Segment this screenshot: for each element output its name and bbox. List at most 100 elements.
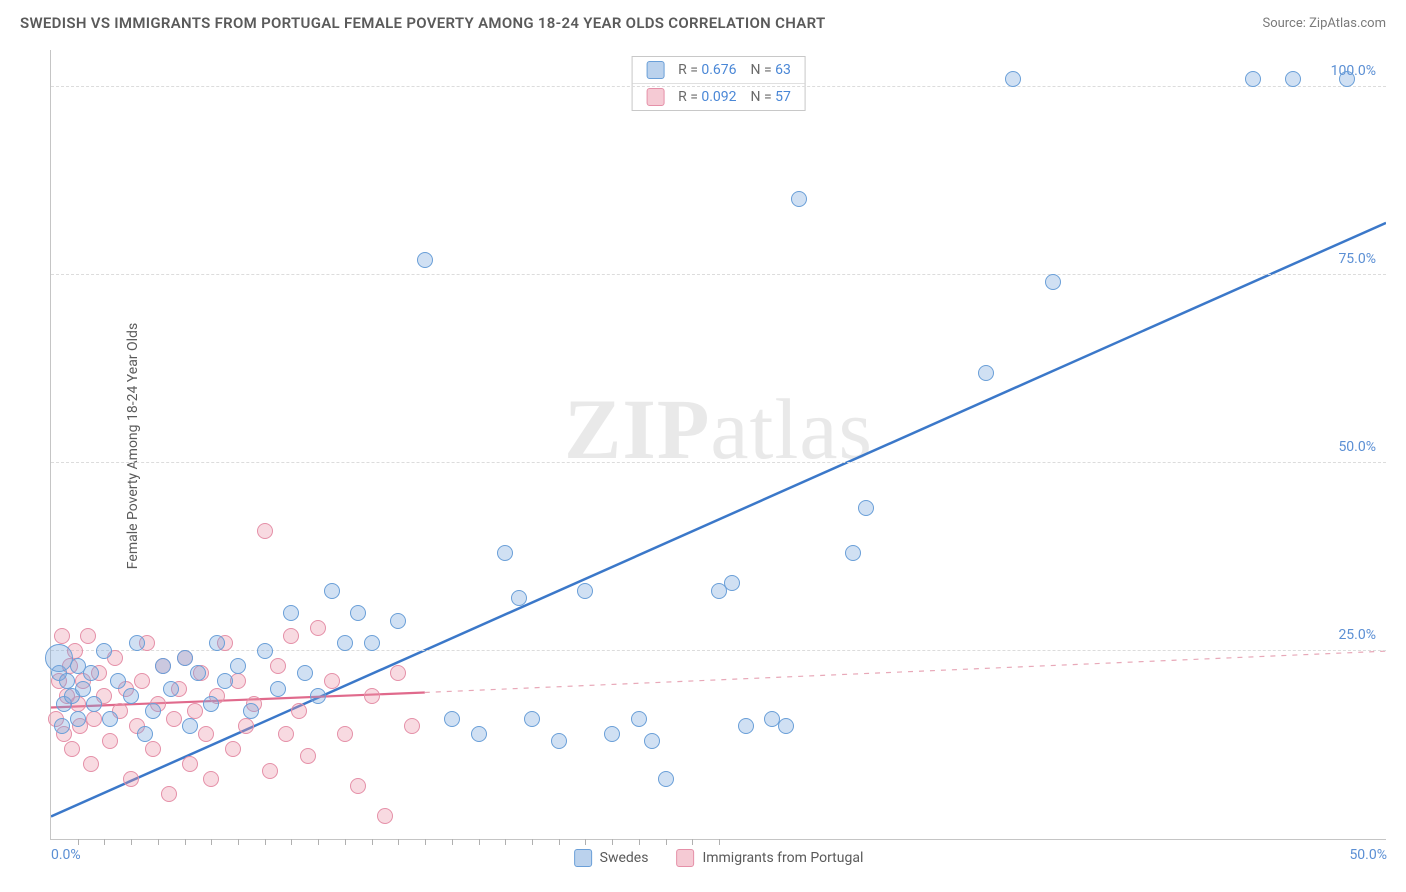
data-point-pink (225, 741, 241, 757)
scatter-chart: ZIPatlas R = 0.676 N = 63 R = 0.092 N = … (50, 50, 1386, 840)
data-point-blue (1245, 71, 1261, 87)
source-label: Source: ZipAtlas.com (1262, 16, 1386, 31)
x-tick (398, 839, 399, 845)
legend-label: Immigrants from Portugal (702, 850, 863, 866)
n-label: N = (751, 89, 776, 105)
correlation-legend: R = 0.676 N = 63 R = 0.092 N = 57 (631, 56, 806, 111)
x-tick (612, 839, 613, 845)
x-tick (318, 839, 319, 845)
swatch-pink-icon (676, 849, 694, 867)
data-point-blue (390, 613, 406, 629)
data-point-blue (155, 658, 171, 674)
data-point-blue (110, 673, 126, 689)
data-point-blue (86, 696, 102, 712)
data-point-blue (83, 665, 99, 681)
data-point-pink (166, 711, 182, 727)
x-tick (692, 839, 693, 845)
series-legend: SwedesImmigrants from Portugal (574, 849, 864, 867)
x-tick (185, 839, 186, 845)
data-point-blue (778, 718, 794, 734)
data-point-blue (417, 252, 433, 268)
data-point-pink (238, 718, 254, 734)
x-tick (345, 839, 346, 845)
data-point-pink (64, 741, 80, 757)
data-point-blue (364, 635, 380, 651)
x-tick (505, 839, 506, 845)
x-tick (265, 839, 266, 845)
data-point-blue (604, 726, 620, 742)
data-point-blue (791, 191, 807, 207)
data-point-pink (80, 628, 96, 644)
data-point-pink (203, 771, 219, 787)
swatch-pink-icon (646, 88, 664, 106)
data-point-pink (54, 628, 70, 644)
data-point-pink (310, 620, 326, 636)
r-value-portugal: 0.092 (701, 89, 736, 105)
data-point-blue (511, 590, 527, 606)
title-bar: SWEDISH VS IMMIGRANTS FROM PORTUGAL FEMA… (20, 14, 1386, 32)
data-point-blue (75, 681, 91, 697)
data-point-pink (324, 673, 340, 689)
data-point-blue (350, 605, 366, 621)
chart-title: SWEDISH VS IMMIGRANTS FROM PORTUGAL FEMA… (20, 14, 825, 32)
x-tick (452, 839, 453, 845)
data-point-blue (978, 365, 994, 381)
data-point-pink (300, 748, 316, 764)
x-tick (532, 839, 533, 845)
data-point-blue (203, 696, 219, 712)
data-point-blue (631, 711, 647, 727)
data-point-blue (102, 711, 118, 727)
data-point-blue (217, 673, 233, 689)
data-point-pink (337, 726, 353, 742)
data-point-blue (123, 688, 139, 704)
data-point-blue (177, 650, 193, 666)
data-point-blue (54, 718, 70, 734)
data-point-blue (524, 711, 540, 727)
data-point-blue (858, 500, 874, 516)
data-point-pink (390, 665, 406, 681)
correlation-row-swedes: R = 0.676 N = 63 (632, 57, 805, 83)
data-point-pink (123, 771, 139, 787)
data-point-blue (297, 665, 313, 681)
y-tick-label: 25.0% (1338, 627, 1376, 643)
data-point-pink (404, 718, 420, 734)
data-point-blue (337, 635, 353, 651)
data-point-pink (161, 786, 177, 802)
data-point-pink (283, 628, 299, 644)
data-point-blue (1005, 71, 1021, 87)
r-label: R = (678, 89, 701, 105)
data-point-blue (209, 635, 225, 651)
data-point-blue (270, 681, 286, 697)
data-point-blue (182, 718, 198, 734)
data-point-blue (551, 733, 567, 749)
data-point-blue (243, 703, 259, 719)
n-value-swedes: 63 (775, 62, 791, 78)
data-point-pink (102, 733, 118, 749)
gridline (51, 650, 1386, 651)
data-point-blue (96, 643, 112, 659)
x-tick-label: 50.0% (1349, 847, 1387, 863)
gridline (51, 86, 1386, 87)
data-point-pink (134, 673, 150, 689)
x-tick (425, 839, 426, 845)
data-point-blue (1339, 71, 1355, 87)
x-tick (372, 839, 373, 845)
data-point-blue (497, 545, 513, 561)
data-point-blue (444, 711, 460, 727)
x-tick (131, 839, 132, 845)
r-value-swedes: 0.676 (701, 62, 736, 78)
swatch-blue-icon (646, 61, 664, 79)
data-point-blue (471, 726, 487, 742)
data-point-blue (59, 673, 75, 689)
x-tick (104, 839, 105, 845)
x-tick (211, 839, 212, 845)
legend-item: Immigrants from Portugal (676, 849, 863, 867)
data-point-pink (262, 763, 278, 779)
n-label: N = (751, 62, 776, 78)
gridline (51, 274, 1386, 275)
x-tick (78, 839, 79, 845)
gridline (51, 462, 1386, 463)
data-point-pink (278, 726, 294, 742)
data-point-blue (324, 583, 340, 599)
y-tick-label: 75.0% (1338, 251, 1376, 267)
